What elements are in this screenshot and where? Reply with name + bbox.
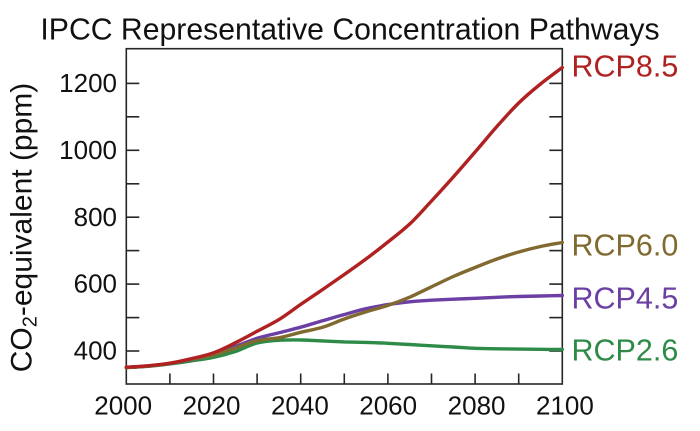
svg-text:RCP2.6: RCP2.6: [572, 334, 679, 368]
svg-text:IPCC Representative Concentrat: IPCC Representative Concentration Pathwa…: [40, 14, 659, 47]
svg-text:1200: 1200: [59, 68, 117, 98]
svg-text:RCP4.5: RCP4.5: [572, 282, 679, 316]
svg-text:1000: 1000: [59, 135, 117, 165]
svg-text:CO2-equivalent (ppm): CO2-equivalent (ppm): [6, 83, 42, 373]
svg-text:800: 800: [74, 202, 117, 232]
svg-text:400: 400: [74, 336, 117, 366]
svg-text:2040: 2040: [271, 391, 329, 421]
svg-text:600: 600: [74, 269, 117, 299]
svg-text:2080: 2080: [448, 391, 506, 421]
svg-text:2000: 2000: [94, 391, 152, 421]
svg-text:2100: 2100: [536, 391, 594, 421]
svg-text:2020: 2020: [183, 391, 241, 421]
svg-text:RCP6.0: RCP6.0: [572, 229, 679, 263]
svg-text:2060: 2060: [359, 391, 417, 421]
svg-text:RCP8.5: RCP8.5: [572, 50, 679, 84]
